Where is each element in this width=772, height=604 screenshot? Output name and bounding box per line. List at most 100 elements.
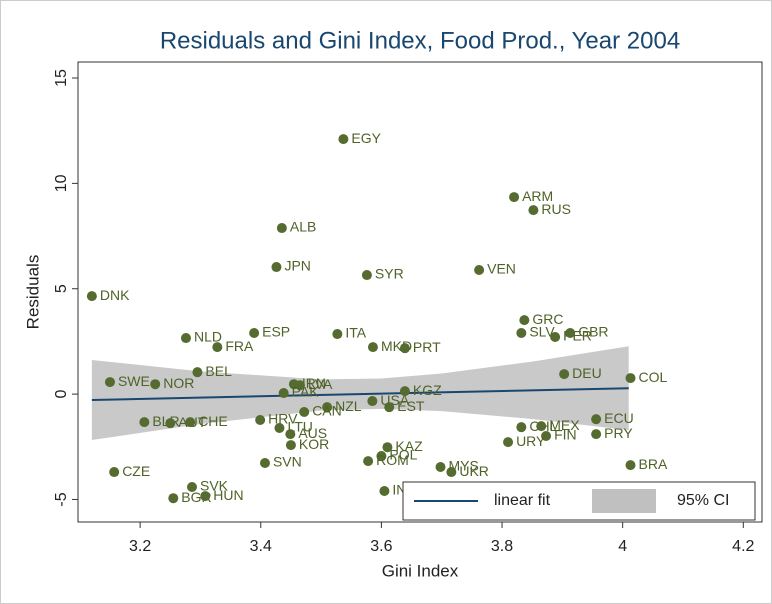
point [519, 315, 530, 326]
point [625, 373, 636, 384]
point [384, 402, 395, 413]
point [187, 482, 197, 493]
point [299, 407, 310, 418]
plot-area [77, 61, 763, 523]
point-label: VEN [487, 261, 516, 277]
point [528, 205, 539, 216]
x-tick-label: 4.2 [732, 538, 754, 555]
point [294, 380, 305, 391]
point-label: EST [397, 398, 425, 414]
point-label: PRY [604, 425, 633, 441]
y-tick-label: -5 [53, 492, 70, 506]
point-label: NLD [194, 329, 222, 345]
point [271, 262, 282, 273]
point-label: HUN [213, 487, 243, 503]
legend-label: 95% CI [677, 492, 729, 509]
point [259, 457, 270, 468]
x-tick-label: 3.6 [370, 538, 392, 555]
point-label: SYR [375, 266, 404, 282]
point [379, 486, 390, 497]
y-tick-label: 15 [53, 69, 70, 87]
point-label: SWE [118, 373, 150, 389]
point [338, 134, 349, 145]
point [446, 467, 457, 478]
point-label: DNK [100, 287, 130, 303]
point [376, 451, 387, 462]
point [516, 327, 527, 338]
point-label: GBR [578, 324, 608, 340]
point-label: ESP [262, 324, 290, 340]
point-label: CAN [312, 403, 342, 419]
x-tick-label: 3.2 [129, 538, 151, 555]
point [139, 417, 150, 428]
point-label: IRN [302, 375, 326, 391]
point-label: JPN [284, 258, 310, 274]
point [536, 421, 547, 432]
point [165, 418, 176, 429]
point [285, 429, 296, 440]
point [150, 379, 161, 390]
point [559, 369, 570, 380]
point-label: KGZ [413, 382, 442, 398]
point [503, 437, 514, 448]
point [591, 414, 602, 425]
point-label: MYS [449, 458, 479, 474]
point [399, 343, 410, 354]
y-axis-title: Residuals [23, 255, 42, 330]
point [367, 396, 378, 407]
point-label: BEL [205, 363, 232, 379]
point [541, 431, 552, 442]
point [249, 327, 260, 338]
point-label: ARM [522, 188, 553, 204]
point [168, 493, 179, 504]
point-label: KAZ [395, 438, 423, 454]
x-tick-label: 4 [618, 538, 627, 555]
point [278, 388, 289, 399]
x-axis-title: Gini Index [382, 561, 459, 580]
point [550, 331, 561, 342]
point-label: EGY [351, 130, 381, 146]
point-label: GRC [532, 311, 563, 327]
point [361, 270, 372, 281]
point [435, 462, 446, 473]
point [180, 333, 191, 344]
point [382, 442, 393, 453]
point [591, 429, 602, 440]
point-label: COL [639, 369, 668, 385]
point-label: RUS [541, 201, 571, 217]
point-label: ECU [604, 410, 634, 426]
point-label: MEX [549, 417, 580, 433]
point [274, 423, 285, 434]
point-label: AUS [298, 425, 327, 441]
fit-line [91, 387, 629, 401]
point [565, 327, 576, 338]
point [516, 422, 527, 433]
point [322, 402, 333, 413]
x-tick-label: 3.4 [250, 538, 272, 555]
point [212, 342, 223, 353]
point-label: FRA [225, 338, 254, 354]
point-label: ALB [290, 219, 316, 235]
point-label: POL [389, 447, 417, 463]
point-label: PRT [413, 339, 441, 355]
point-label: CHE [198, 413, 228, 429]
point-label: HRV [268, 411, 298, 427]
point [86, 291, 97, 302]
point [192, 367, 203, 378]
legend-ci-swatch [592, 489, 656, 513]
point [109, 467, 120, 478]
point-label: NZL [335, 398, 362, 414]
point-label: ITA [345, 325, 366, 341]
point-label: SVN [273, 454, 302, 470]
point-label: SVK [200, 478, 229, 494]
x-tick-label: 3.8 [491, 538, 513, 555]
point-label: FIN [554, 427, 577, 443]
y-tick-label: 0 [53, 390, 70, 399]
y-tick-label: 5 [53, 284, 70, 293]
point [276, 223, 287, 234]
chart-title: Residuals and Gini Index, Food Prod., Ye… [160, 27, 680, 54]
point [332, 329, 343, 340]
point-label: URY [516, 433, 546, 449]
point [363, 456, 374, 467]
point-label: SLV [529, 324, 555, 340]
